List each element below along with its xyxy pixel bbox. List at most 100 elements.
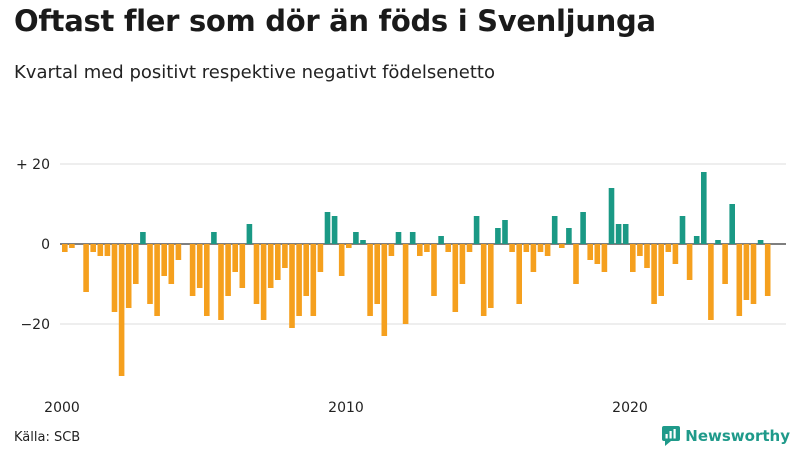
bar-positive xyxy=(580,212,586,244)
bar-negative xyxy=(69,244,75,248)
bar-negative xyxy=(118,244,125,376)
bar-negative xyxy=(764,244,771,296)
bar-negative xyxy=(125,244,132,308)
bar-negative xyxy=(225,244,231,296)
bar-negative xyxy=(310,244,317,316)
bar-negative xyxy=(367,244,373,316)
x-tick-label: 2000 xyxy=(44,400,80,416)
bar-positive xyxy=(608,188,615,244)
bar-negative xyxy=(374,244,380,304)
bar-negative xyxy=(111,244,118,312)
bar-negative xyxy=(232,244,238,272)
bar-negative xyxy=(175,244,182,260)
bar-negative xyxy=(722,244,728,284)
bar-positive xyxy=(246,224,253,244)
bar-negative xyxy=(189,244,196,296)
bar-negative xyxy=(594,244,601,264)
bar-negative xyxy=(346,244,352,248)
bar-negative xyxy=(601,244,608,272)
bar-negative xyxy=(104,244,111,256)
bar-negative xyxy=(743,244,750,300)
bar-negative xyxy=(133,244,139,284)
bar-positive xyxy=(693,236,700,244)
bar-negative xyxy=(154,244,160,316)
bar-negative xyxy=(658,244,664,296)
newsworthy-logo: Newsworthy xyxy=(662,425,790,447)
bar-negative xyxy=(480,244,487,316)
x-tick-label: 2020 xyxy=(612,400,648,416)
bar-negative xyxy=(509,244,515,252)
bar-negative xyxy=(452,244,459,312)
bar-negative xyxy=(253,244,260,304)
bar-negative xyxy=(708,244,714,320)
chart-subtitle: Kvartal med positivt respektive negativt… xyxy=(14,62,495,83)
bar-negative xyxy=(424,244,430,252)
bar-positive xyxy=(324,212,331,244)
bar-negative xyxy=(665,244,672,252)
bar-negative xyxy=(161,244,167,276)
bar-negative xyxy=(282,244,288,268)
y-tick-label: −20 xyxy=(20,317,50,333)
bar-positive xyxy=(140,232,146,244)
bar-negative xyxy=(90,244,96,252)
bar-negative xyxy=(544,244,551,256)
bar-positive xyxy=(211,232,217,244)
bar-negative xyxy=(168,244,175,284)
bar-negative xyxy=(559,244,565,248)
bar-negative xyxy=(83,244,89,292)
bar-positive xyxy=(360,240,366,244)
bar-positive xyxy=(622,224,629,244)
bar-negative xyxy=(381,244,388,336)
bar-negative xyxy=(587,244,593,260)
bar-negative xyxy=(431,244,437,296)
bar-positive xyxy=(409,232,416,244)
bar-negative xyxy=(516,244,522,304)
bar-negative xyxy=(289,244,295,328)
bar-positive xyxy=(331,216,338,244)
bar-positive xyxy=(473,216,480,244)
bar-negative xyxy=(296,244,302,316)
bar-negative xyxy=(239,244,246,288)
bar-negative xyxy=(260,244,267,320)
bar-negative xyxy=(147,244,153,304)
bar-negative xyxy=(644,244,650,268)
bar-negative xyxy=(736,244,743,316)
bar-negative xyxy=(97,244,104,256)
bar-negative xyxy=(267,244,274,288)
x-tick-label: 2010 xyxy=(328,400,364,416)
bar-negative xyxy=(445,244,451,252)
bar-negative xyxy=(686,244,693,280)
bar-negative xyxy=(573,244,579,284)
bar-negative xyxy=(303,244,309,296)
bar-negative xyxy=(651,244,657,304)
bar-negative xyxy=(417,244,423,256)
bar-negative xyxy=(402,244,409,324)
bar-positive xyxy=(502,220,508,244)
bar-negative xyxy=(637,244,643,256)
bar-positive xyxy=(353,232,359,244)
bar-negative xyxy=(630,244,636,272)
bar-negative xyxy=(196,244,203,288)
bar-positive xyxy=(566,228,572,244)
bar-negative xyxy=(338,244,345,276)
bar-negative xyxy=(204,244,210,316)
y-axis-ticks: + 20 0 −20 xyxy=(16,157,50,333)
bar-negative xyxy=(466,244,473,252)
bar-negative xyxy=(317,244,324,272)
y-tick-label: + 20 xyxy=(16,157,50,173)
bar-negative xyxy=(218,244,224,320)
bar-positive xyxy=(757,240,764,244)
x-axis-ticks: 2000 2010 2020 xyxy=(44,400,648,416)
chart-title: Oftast fler som dör än föds i Svenljunga xyxy=(14,4,656,38)
newsworthy-icon xyxy=(662,426,681,446)
bar-negative xyxy=(530,244,537,272)
bar-negative xyxy=(537,244,544,252)
bar-positive xyxy=(715,240,721,244)
bar-negative xyxy=(459,244,466,284)
bar-negative xyxy=(62,244,68,252)
brand-name: Newsworthy xyxy=(685,427,790,445)
bar-positive xyxy=(551,216,558,244)
bar-negative xyxy=(523,244,530,252)
bar-positive xyxy=(679,216,686,244)
